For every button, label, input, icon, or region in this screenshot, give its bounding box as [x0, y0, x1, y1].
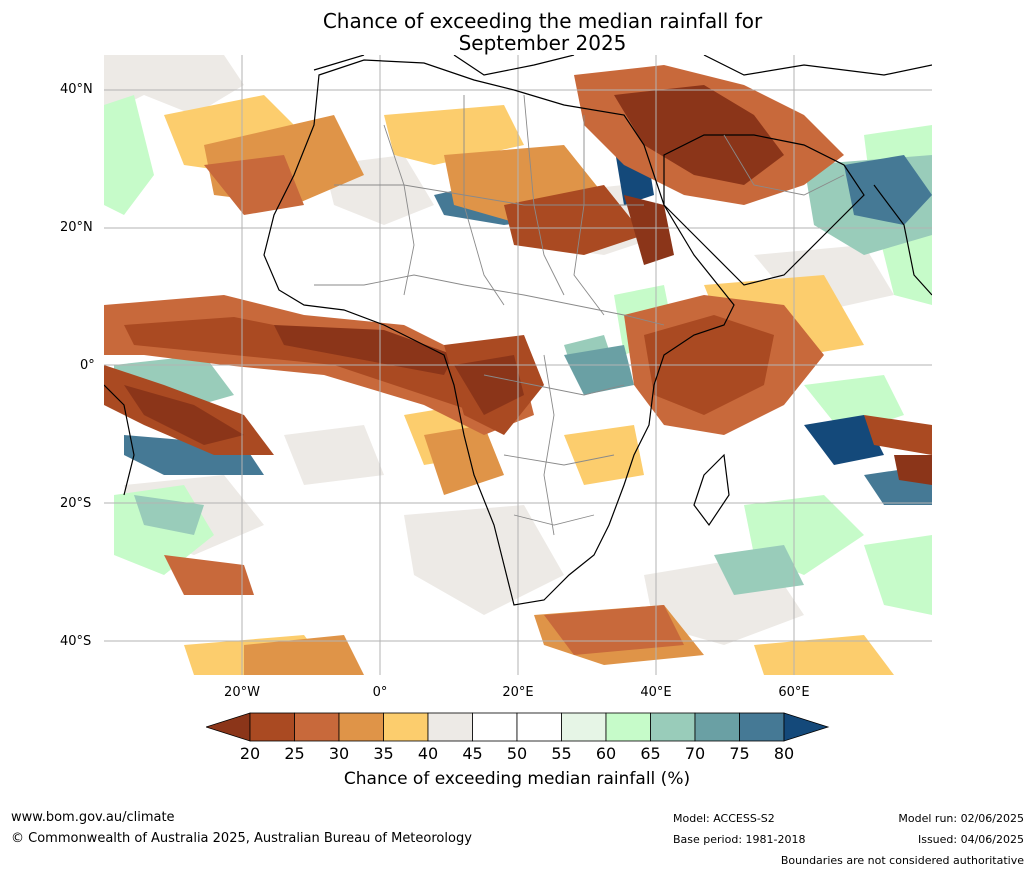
lat-label-20s: 20°S	[60, 496, 92, 511]
colorbar-segment	[472, 712, 518, 742]
country-borders	[314, 94, 845, 536]
colorbar-tick-label: 35	[373, 744, 394, 763]
europe-coastline	[313, 55, 932, 76]
colorbar-segment	[739, 712, 785, 742]
lat-label-0: 0°	[80, 358, 95, 373]
patch-green	[864, 535, 932, 615]
lon-label-20e: 20°E	[502, 685, 534, 700]
patch-brown	[124, 317, 504, 415]
colorbar-tick-label: 30	[328, 744, 350, 763]
patch-brown	[504, 185, 644, 255]
lon-label-40e: 40°E	[640, 685, 672, 700]
border	[314, 274, 665, 326]
patch-brown	[544, 605, 684, 655]
india-coastline	[873, 184, 932, 296]
colorbar-segment	[561, 712, 607, 742]
patch-beige	[284, 425, 384, 485]
patch-brown	[624, 195, 674, 265]
lat-label-40s: 40°S	[60, 634, 92, 649]
footer-disclaimer: Boundaries are not considered authoritat…	[780, 854, 1024, 867]
lon-label-0: 0°	[372, 685, 388, 700]
colorbar	[206, 712, 830, 742]
footer-copyright: © Commonwealth of Australia 2025, Austra…	[11, 831, 472, 846]
colorbar-tick-label: 40	[417, 744, 439, 763]
colorbar-segment	[650, 712, 696, 742]
patch-yellow	[384, 105, 524, 165]
patch-brown	[204, 155, 304, 215]
title-line-1: Chance of exceeding the median rainfall …	[322, 9, 763, 33]
patch-brown	[164, 555, 254, 595]
border	[383, 124, 415, 296]
lat-label-20n: 20°N	[60, 220, 93, 235]
colorbar-segment	[294, 712, 340, 742]
colorbar-tick-label: 20	[239, 744, 261, 763]
patch-brown	[864, 415, 932, 455]
colorbar-tick-label: 45	[462, 744, 483, 763]
colorbar-segment	[383, 712, 429, 742]
colorbar-tick-label: 80	[773, 744, 795, 763]
lon-label-60e: 60°E	[778, 685, 810, 700]
border	[723, 134, 845, 196]
title-line-2: September 2025	[458, 31, 627, 55]
colorbar-tick-label: 70	[684, 744, 706, 763]
colorbar-left-extend	[206, 712, 251, 742]
patch-brown	[124, 385, 244, 445]
border	[503, 454, 615, 466]
map-title: Chance of exceeding the median rainfall …	[0, 10, 1035, 54]
patch-blue	[844, 155, 932, 225]
footer-url[interactable]: www.bom.gov.au/climate	[11, 810, 175, 825]
patch-brown	[894, 455, 932, 485]
west-africa-coast	[104, 384, 135, 496]
colorbar-tick-label: 55	[551, 744, 572, 763]
colorbar-segments	[249, 712, 785, 742]
patch-orange	[244, 635, 364, 675]
patch-beige	[104, 55, 244, 115]
patch-teal	[714, 545, 804, 595]
colorbar-tick-label: 75	[729, 744, 750, 763]
patch-yellow	[564, 425, 644, 485]
border	[513, 514, 595, 526]
patch-yellow	[754, 635, 894, 675]
colorbar-tick-label: 60	[595, 744, 617, 763]
footer-base-period: Base period: 1981-2018	[673, 833, 806, 846]
colorbar-segment	[338, 712, 384, 742]
graticule	[104, 55, 932, 675]
colorbar-tick-label: 25	[284, 744, 305, 763]
footer-model: Model: ACCESS-S2	[673, 812, 775, 825]
colorbar-segment	[427, 712, 473, 742]
arabia-coastline	[663, 134, 865, 286]
border	[483, 374, 625, 396]
rainfall-map	[104, 55, 932, 675]
footer-issued: Issued: 04/06/2025	[917, 833, 1024, 846]
colorbar-segment	[694, 712, 740, 742]
madagascar-coastline	[693, 453, 730, 527]
patch-blue	[564, 345, 634, 395]
colorbar-tick-label: 65	[640, 744, 661, 763]
colorbar-label: Chance of exceeding median rainfall (%)	[343, 769, 691, 789]
patch-blue	[804, 415, 884, 465]
lon-label-20w: 20°W	[224, 685, 260, 700]
border	[573, 115, 605, 316]
map-svg	[104, 55, 932, 675]
probability-field	[104, 55, 932, 675]
patch-brown	[454, 355, 524, 415]
colorbar-tick-label: 50	[506, 744, 528, 763]
coastlines	[104, 55, 932, 606]
colorbar-right-extend	[783, 712, 830, 742]
border	[334, 184, 644, 206]
border	[523, 94, 565, 296]
patch-brown	[274, 325, 454, 375]
border	[543, 354, 555, 536]
africa-coastline	[263, 59, 735, 606]
lat-label-40n: 40°N	[60, 82, 93, 97]
patch-beige	[404, 505, 564, 615]
colorbar-segment	[249, 712, 295, 742]
patch-teal	[134, 495, 204, 535]
colorbar-segment	[516, 712, 562, 742]
colorbar-segment	[605, 712, 651, 742]
patch-green	[104, 95, 154, 215]
footer-model-run: Model run: 02/06/2025	[898, 812, 1024, 825]
patch-orange	[424, 425, 504, 495]
